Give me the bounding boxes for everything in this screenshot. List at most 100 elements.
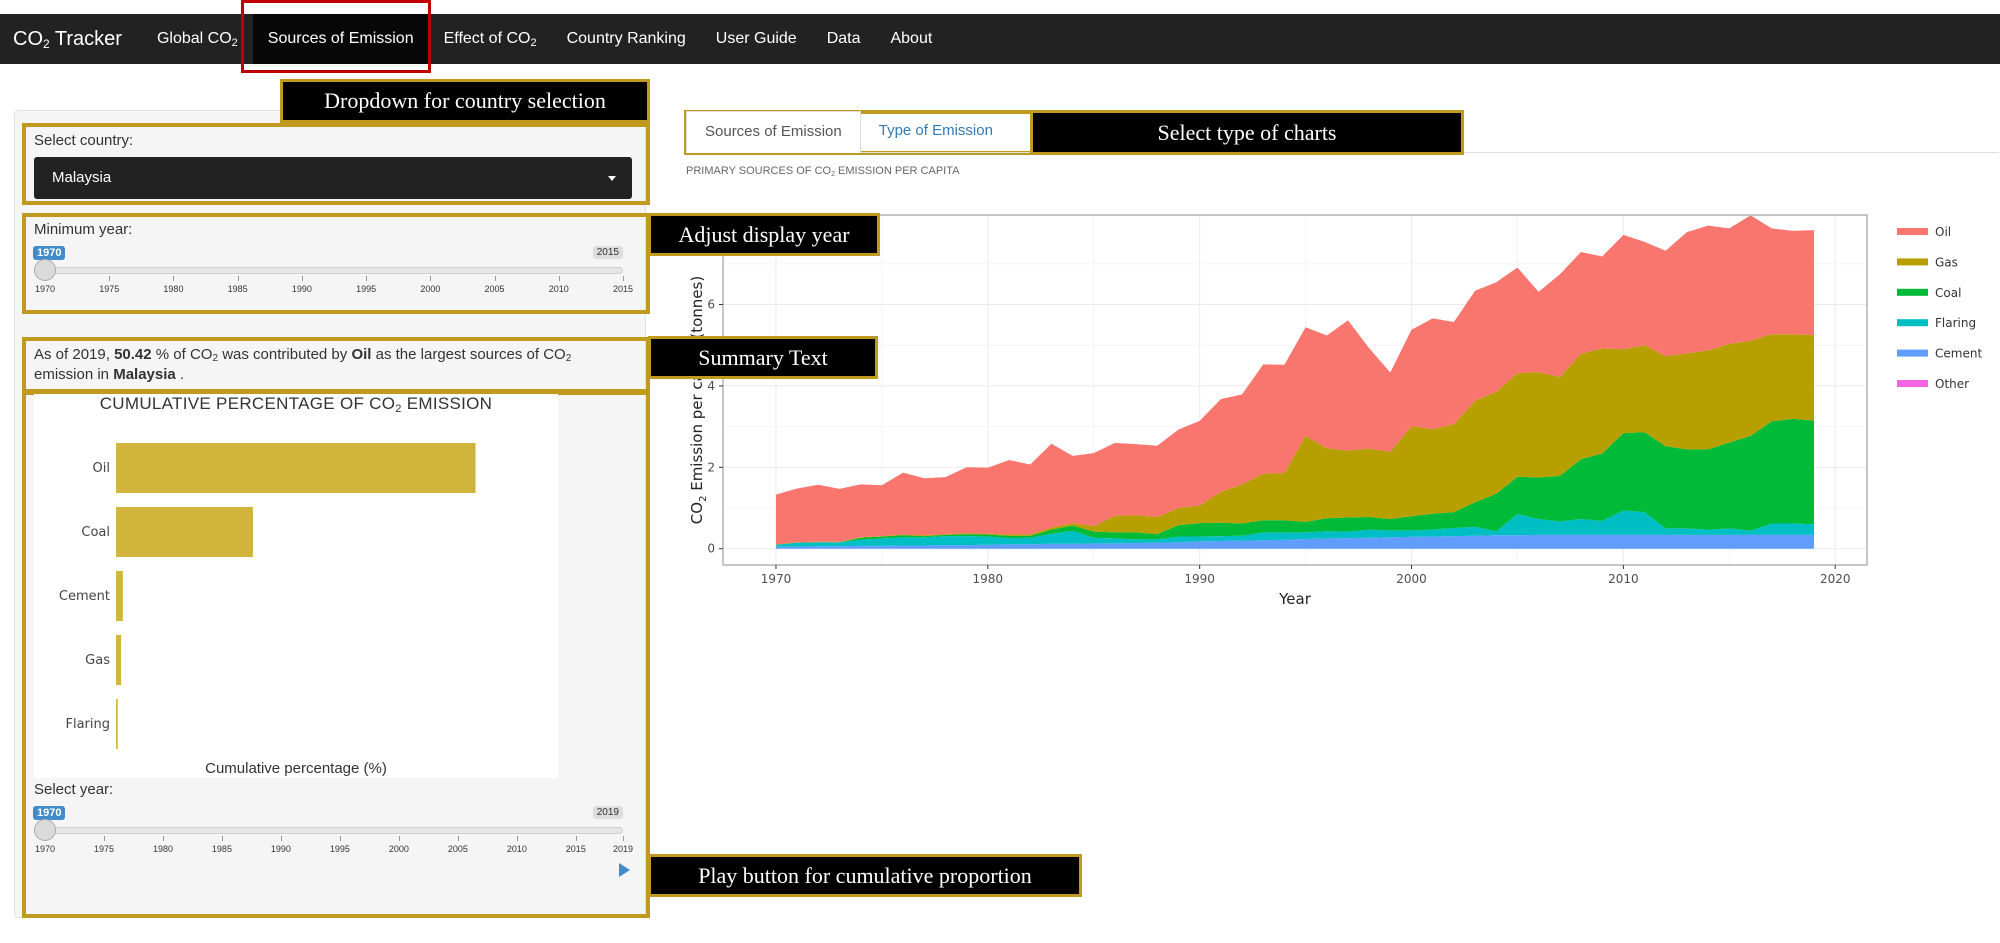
summary-subscript: 2 bbox=[212, 353, 219, 364]
summary-part: as the largest sources of CO bbox=[371, 346, 566, 363]
x-tick-label: 2020 bbox=[1820, 572, 1851, 586]
country-select-label: Select country: bbox=[34, 132, 134, 149]
navbar: CO2 Tracker Global CO2 Sources of Emissi… bbox=[0, 14, 2000, 64]
nav-label: Country Ranking bbox=[566, 30, 686, 47]
country-dropdown-value: Malaysia bbox=[52, 169, 112, 186]
slider-tick-label: 1975 bbox=[93, 844, 114, 854]
summary-part: . bbox=[175, 366, 185, 383]
select-year-slider[interactable]: 1970 2019 1970 1975 1980 1985 1990 1995 2000 20… bbox=[33, 806, 633, 866]
slider-tick-label: 1980 bbox=[163, 284, 184, 294]
nav-label: Effect of CO bbox=[443, 30, 531, 47]
bar-gas bbox=[116, 635, 122, 685]
slider-tick-label: 2005 bbox=[484, 284, 505, 294]
legend-label-other: Other bbox=[1935, 377, 1969, 391]
nav-effect-of-co2[interactable]: Effect of CO2 bbox=[429, 14, 552, 64]
nav-sources-of-emission[interactable]: Sources of Emission bbox=[252, 14, 429, 64]
bar-label-gas: Gas bbox=[85, 653, 110, 668]
slider-tick bbox=[494, 276, 496, 281]
summary-part: emission in bbox=[34, 366, 114, 383]
min-year-slider[interactable]: 1970 2015 1970 1975 1980 1985 1990 1995 2000 20… bbox=[33, 246, 633, 306]
slider-tick bbox=[162, 836, 164, 841]
slider-current-value: 1970 bbox=[33, 246, 66, 260]
tab-type-of-emission[interactable]: Type of Emission bbox=[878, 122, 993, 139]
slider-tick-label: 1970 bbox=[34, 284, 56, 294]
slider-tick-label: 1990 bbox=[270, 844, 291, 854]
slider-tick-label: 2005 bbox=[447, 844, 468, 854]
bar-cement bbox=[116, 571, 123, 621]
summary-country: Malaysia bbox=[113, 366, 176, 383]
slider-tick-label: 2010 bbox=[506, 844, 527, 854]
slider-tick bbox=[366, 276, 368, 281]
country-dropdown[interactable]: Malaysia bbox=[34, 157, 632, 199]
summary-part: was contributed by bbox=[218, 346, 352, 363]
min-year-label: Minimum year: bbox=[34, 221, 133, 238]
annotation-dropdown: Dropdown for country selection bbox=[280, 79, 650, 123]
summary-part: % of CO bbox=[151, 346, 213, 363]
legend-swatch-coal bbox=[1897, 288, 1928, 296]
slider-handle[interactable] bbox=[34, 819, 56, 841]
slider-tick-label: 2015 bbox=[565, 844, 586, 854]
bar-flaring bbox=[116, 699, 118, 749]
area-oil bbox=[776, 215, 1814, 545]
slider-handle[interactable] bbox=[34, 259, 56, 281]
slider-tick bbox=[109, 276, 111, 281]
slider-tick bbox=[457, 836, 459, 841]
chart-type-tabs: Sources of Emission Type of Emission bbox=[686, 111, 1999, 153]
slider-tick bbox=[430, 276, 432, 281]
legend-label-cement: Cement bbox=[1935, 347, 1982, 361]
slider-track[interactable] bbox=[45, 267, 623, 274]
bar-title-prefix: CUMULATIVE PERCENTAGE OF CO bbox=[99, 394, 396, 413]
summary-subscript: 2 bbox=[565, 353, 572, 364]
brand-prefix: CO bbox=[13, 27, 43, 50]
slider-tick bbox=[280, 836, 282, 841]
slider-tick-label: 1985 bbox=[227, 284, 248, 294]
slider-tick bbox=[237, 276, 239, 281]
nav-global-co2[interactable]: Global CO2 bbox=[142, 14, 253, 64]
slider-tick bbox=[221, 836, 223, 841]
select-year-label: Select year: bbox=[34, 781, 114, 798]
area-cement bbox=[776, 534, 1814, 549]
legend-label-gas: Gas bbox=[1935, 255, 1958, 269]
slider-tick bbox=[558, 276, 560, 281]
subtitle-suffix: EMISSION PER CAPITA bbox=[834, 165, 960, 177]
nav-user-guide[interactable]: User Guide bbox=[701, 14, 812, 64]
bar-oil bbox=[116, 443, 476, 493]
slider-tick bbox=[623, 276, 624, 281]
summary-percent: 50.42 bbox=[114, 346, 152, 363]
app-brand[interactable]: CO2 Tracker bbox=[0, 28, 142, 51]
slider-tick bbox=[339, 836, 341, 841]
legend-swatch-other bbox=[1897, 380, 1928, 387]
nav-about[interactable]: About bbox=[875, 14, 947, 64]
y-tick-label: 4 bbox=[707, 379, 715, 393]
nav-label: Data bbox=[826, 30, 861, 47]
slider-tick-label: 1995 bbox=[329, 844, 350, 854]
legend-label-flaring: Flaring bbox=[1935, 316, 1976, 330]
slider-tick-label: 2019 bbox=[612, 844, 634, 854]
nav-data[interactable]: Data bbox=[812, 14, 876, 64]
slider-tick bbox=[623, 836, 624, 841]
slider-track[interactable] bbox=[45, 827, 623, 834]
play-icon[interactable] bbox=[619, 863, 630, 877]
bar-coal bbox=[116, 507, 253, 557]
y-title-suffix: Emission per capita (tonnes) bbox=[688, 276, 706, 496]
bar-chart-title: CUMULATIVE PERCENTAGE OF CO2 EMISSION bbox=[34, 394, 558, 415]
brand-subscript: 2 bbox=[43, 36, 50, 51]
chevron-down-icon bbox=[608, 176, 616, 181]
bar-label-flaring: Flaring bbox=[65, 717, 110, 732]
slider-tick-label: 1980 bbox=[152, 844, 173, 854]
nav-label: Sources of Emission bbox=[267, 30, 414, 47]
subtitle-subscript: 2 bbox=[831, 171, 835, 178]
nav-country-ranking[interactable]: Country Ranking bbox=[552, 14, 701, 64]
tab-sources-of-emission[interactable]: Sources of Emission bbox=[686, 111, 861, 153]
y-tick-label: 6 bbox=[707, 298, 715, 312]
bar-title-suffix: EMISSION bbox=[401, 394, 493, 413]
nav-label: Global CO bbox=[156, 30, 232, 47]
bar-label-coal: Coal bbox=[81, 525, 110, 540]
annotation-chart-type: Select type of charts bbox=[1030, 110, 1464, 155]
slider-tick-label: 1995 bbox=[356, 284, 377, 294]
legend-label-oil: Oil bbox=[1935, 225, 1951, 239]
bar-label-oil: Oil bbox=[93, 461, 110, 476]
slider-tick-label: 1990 bbox=[291, 284, 312, 294]
legend-swatch-oil bbox=[1897, 228, 1928, 235]
